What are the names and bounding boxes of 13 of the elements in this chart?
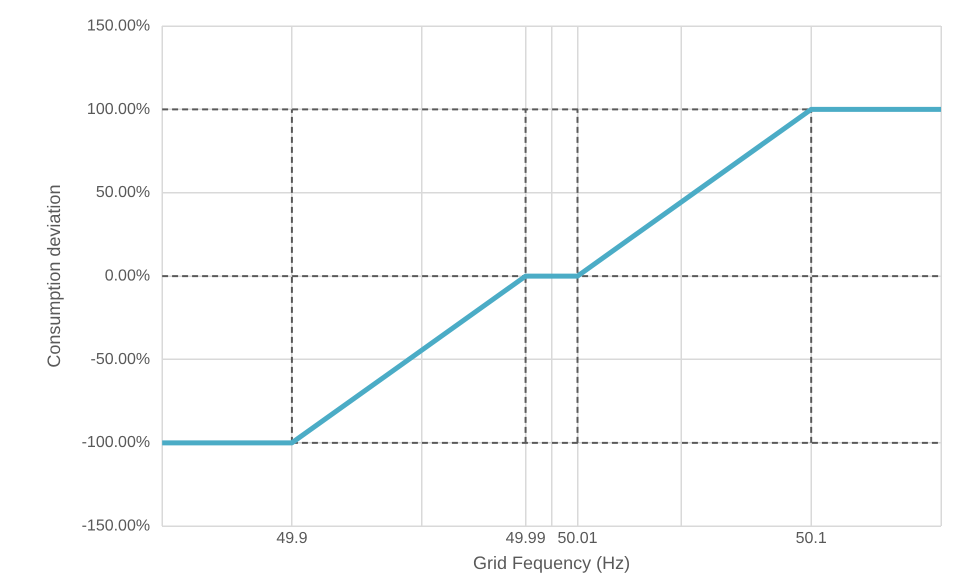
y-tick-label: 50.00%: [96, 184, 150, 202]
y-axis-title: Consumption deviation: [44, 184, 64, 368]
x-tick-label: 50.1: [796, 530, 827, 548]
y-tick-label: 100.00%: [86, 100, 150, 118]
y-tick-label: 150.00%: [86, 17, 150, 34]
y-tick-label: 0.00%: [104, 268, 150, 285]
x-tick-label: 49.9: [276, 530, 308, 548]
y-tick-label: -100.00%: [82, 434, 150, 452]
x-axis-title: Grid Fequency (Hz): [473, 553, 630, 574]
y-tick-label: -150.00%: [82, 518, 150, 535]
x-tick-label: 50.01: [557, 530, 598, 548]
y-tick-label: -50.00%: [90, 350, 150, 368]
x-tick-label: 49.99: [506, 530, 546, 548]
